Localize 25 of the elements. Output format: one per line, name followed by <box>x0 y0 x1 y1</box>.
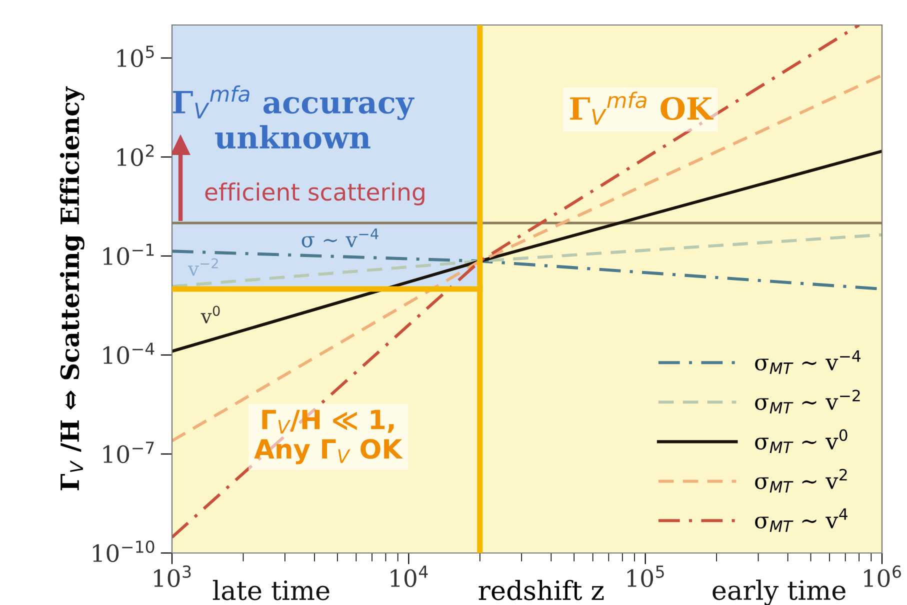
y-tick-label: 10$^{−10}$ <box>93 540 154 562</box>
legend-label: σ$_{MT}$ ∼ v$^{−4}$ <box>755 350 860 374</box>
y-tick-label: 10$^{−7}$ <box>103 442 154 464</box>
legend-label: σ$_{MT}$ ∼ v$^{2}$ <box>755 468 847 493</box>
x-axis-title: redshift z <box>478 580 604 600</box>
text: late time <box>212 580 330 600</box>
legend-label: σ$_{MT}$ ∼ v$^{0}$ <box>755 429 848 453</box>
x-tick-label: 10$^{5}$ <box>627 566 664 588</box>
y-tick-label: 10$^{−4}$ <box>103 342 154 364</box>
annotation: v$^{0}$ <box>200 306 220 324</box>
annotation: σ ∼ v$^{−4}$ <box>302 228 378 248</box>
y-tick-label: 10$^{2}$ <box>117 144 154 166</box>
y-tick-label: 10$^{5}$ <box>117 46 154 68</box>
y-tick-label: 10$^{−1}$ <box>103 244 154 266</box>
annotation: Γ$_{V}$$^{mfa}$ OK <box>570 92 714 125</box>
annotation: v$^{−2}$ <box>188 258 218 276</box>
y-axis-title: Γ$_{V}$ /H ⇔ Scattering Efficiency <box>60 86 84 490</box>
annotation: efficient scattering <box>205 182 424 206</box>
x-tick-label: 10$^{3}$ <box>154 565 191 588</box>
annotation: Γ$_{V}$/H ≪ 1, Any Γ$_{V}$ OK <box>254 410 403 464</box>
legend-label: σ$_{MT}$ ∼ v$^{4}$ <box>755 508 848 532</box>
x-tick-label: 10$^{4}$ <box>390 566 428 588</box>
x-tick-label: 10$^{6}$ <box>864 565 901 588</box>
legend-label: σ$_{MT}$ ∼ v$^{−2}$ <box>755 390 860 414</box>
annotation: Γ$_{V}$$^{mfa}$ accuracy unknown <box>172 85 414 149</box>
